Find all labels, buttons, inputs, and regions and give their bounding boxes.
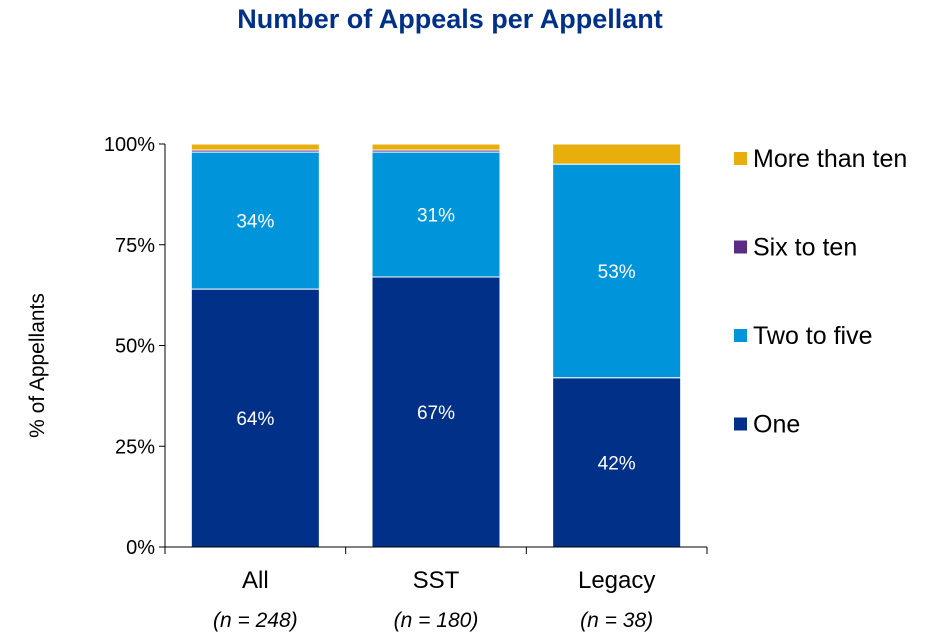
data-label: 67% [417, 403, 455, 424]
y-axis-label-group: % of Appellants [26, 293, 49, 438]
bar-segment-legacy-more-than-ten [552, 143, 682, 165]
data-label: 53% [598, 262, 636, 283]
sample-size-label: (n = 248) [213, 609, 298, 632]
data-label: 42% [598, 453, 636, 474]
legend-entry-label: More than ten [753, 145, 907, 173]
bar-segment-sst-two-to-five [371, 151, 501, 278]
legend: More than ten Six to ten Two to five One [734, 145, 907, 439]
y-axis-title: % of Appellants [26, 293, 49, 438]
legend-entry-label: Two to five [753, 322, 873, 350]
data-label: 64% [236, 409, 274, 430]
x-category-label: SST [413, 567, 460, 594]
bar-segment-sst-one [371, 276, 501, 548]
y-axis: 0% 25% 50% 75% 100% [104, 134, 166, 559]
y-tick-label: 100% [104, 134, 155, 156]
chart-title: Number of Appeals per Appellant [237, 4, 663, 34]
data-label: 34% [236, 212, 274, 233]
y-tick-label: 50% [115, 336, 155, 358]
bar-segment-sst-more-than-ten [371, 143, 501, 151]
y-tick-label: 0% [126, 537, 155, 559]
legend-swatch [734, 329, 747, 342]
bar-segment-all-two-to-five [190, 151, 320, 290]
x-axis: All (n = 248) SST (n = 180) Legacy (n = 38) [164, 546, 708, 632]
legend-entry-label: Six to ten [753, 234, 857, 262]
y-tick-label: 25% [115, 436, 155, 458]
sample-size-label: (n = 38) [580, 609, 653, 632]
legend-entry-label: One [753, 411, 800, 439]
y-tick-label: 75% [115, 235, 155, 257]
legend-swatch [734, 417, 747, 431]
x-category-label: All [242, 567, 269, 594]
bar-segment-all-more-than-ten [190, 143, 320, 151]
x-category-label: Legacy [578, 567, 655, 594]
legend-swatch [734, 152, 747, 165]
legend-swatch [734, 240, 747, 254]
bars: 64% 34% 67% 31% 42% 53% [190, 143, 682, 548]
sample-size-label: (n = 180) [394, 609, 479, 632]
bar-segment-legacy-one [552, 377, 682, 548]
data-label: 31% [417, 206, 455, 227]
bar-segment-all-one [190, 288, 320, 548]
